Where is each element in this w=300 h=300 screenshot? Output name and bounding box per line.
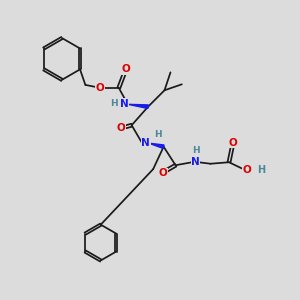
Text: O: O: [228, 138, 237, 148]
Text: N: N: [141, 138, 150, 148]
Text: O: O: [96, 83, 105, 93]
Text: N: N: [120, 99, 129, 109]
Text: H: H: [110, 99, 117, 108]
Text: O: O: [121, 64, 130, 74]
Text: H: H: [192, 146, 200, 155]
Text: H: H: [154, 130, 161, 139]
Text: N: N: [191, 157, 200, 167]
Text: O: O: [243, 165, 251, 175]
Polygon shape: [149, 143, 164, 148]
Text: O: O: [158, 168, 167, 178]
Text: O: O: [117, 123, 126, 133]
Text: H: H: [257, 165, 265, 175]
Polygon shape: [128, 104, 148, 109]
